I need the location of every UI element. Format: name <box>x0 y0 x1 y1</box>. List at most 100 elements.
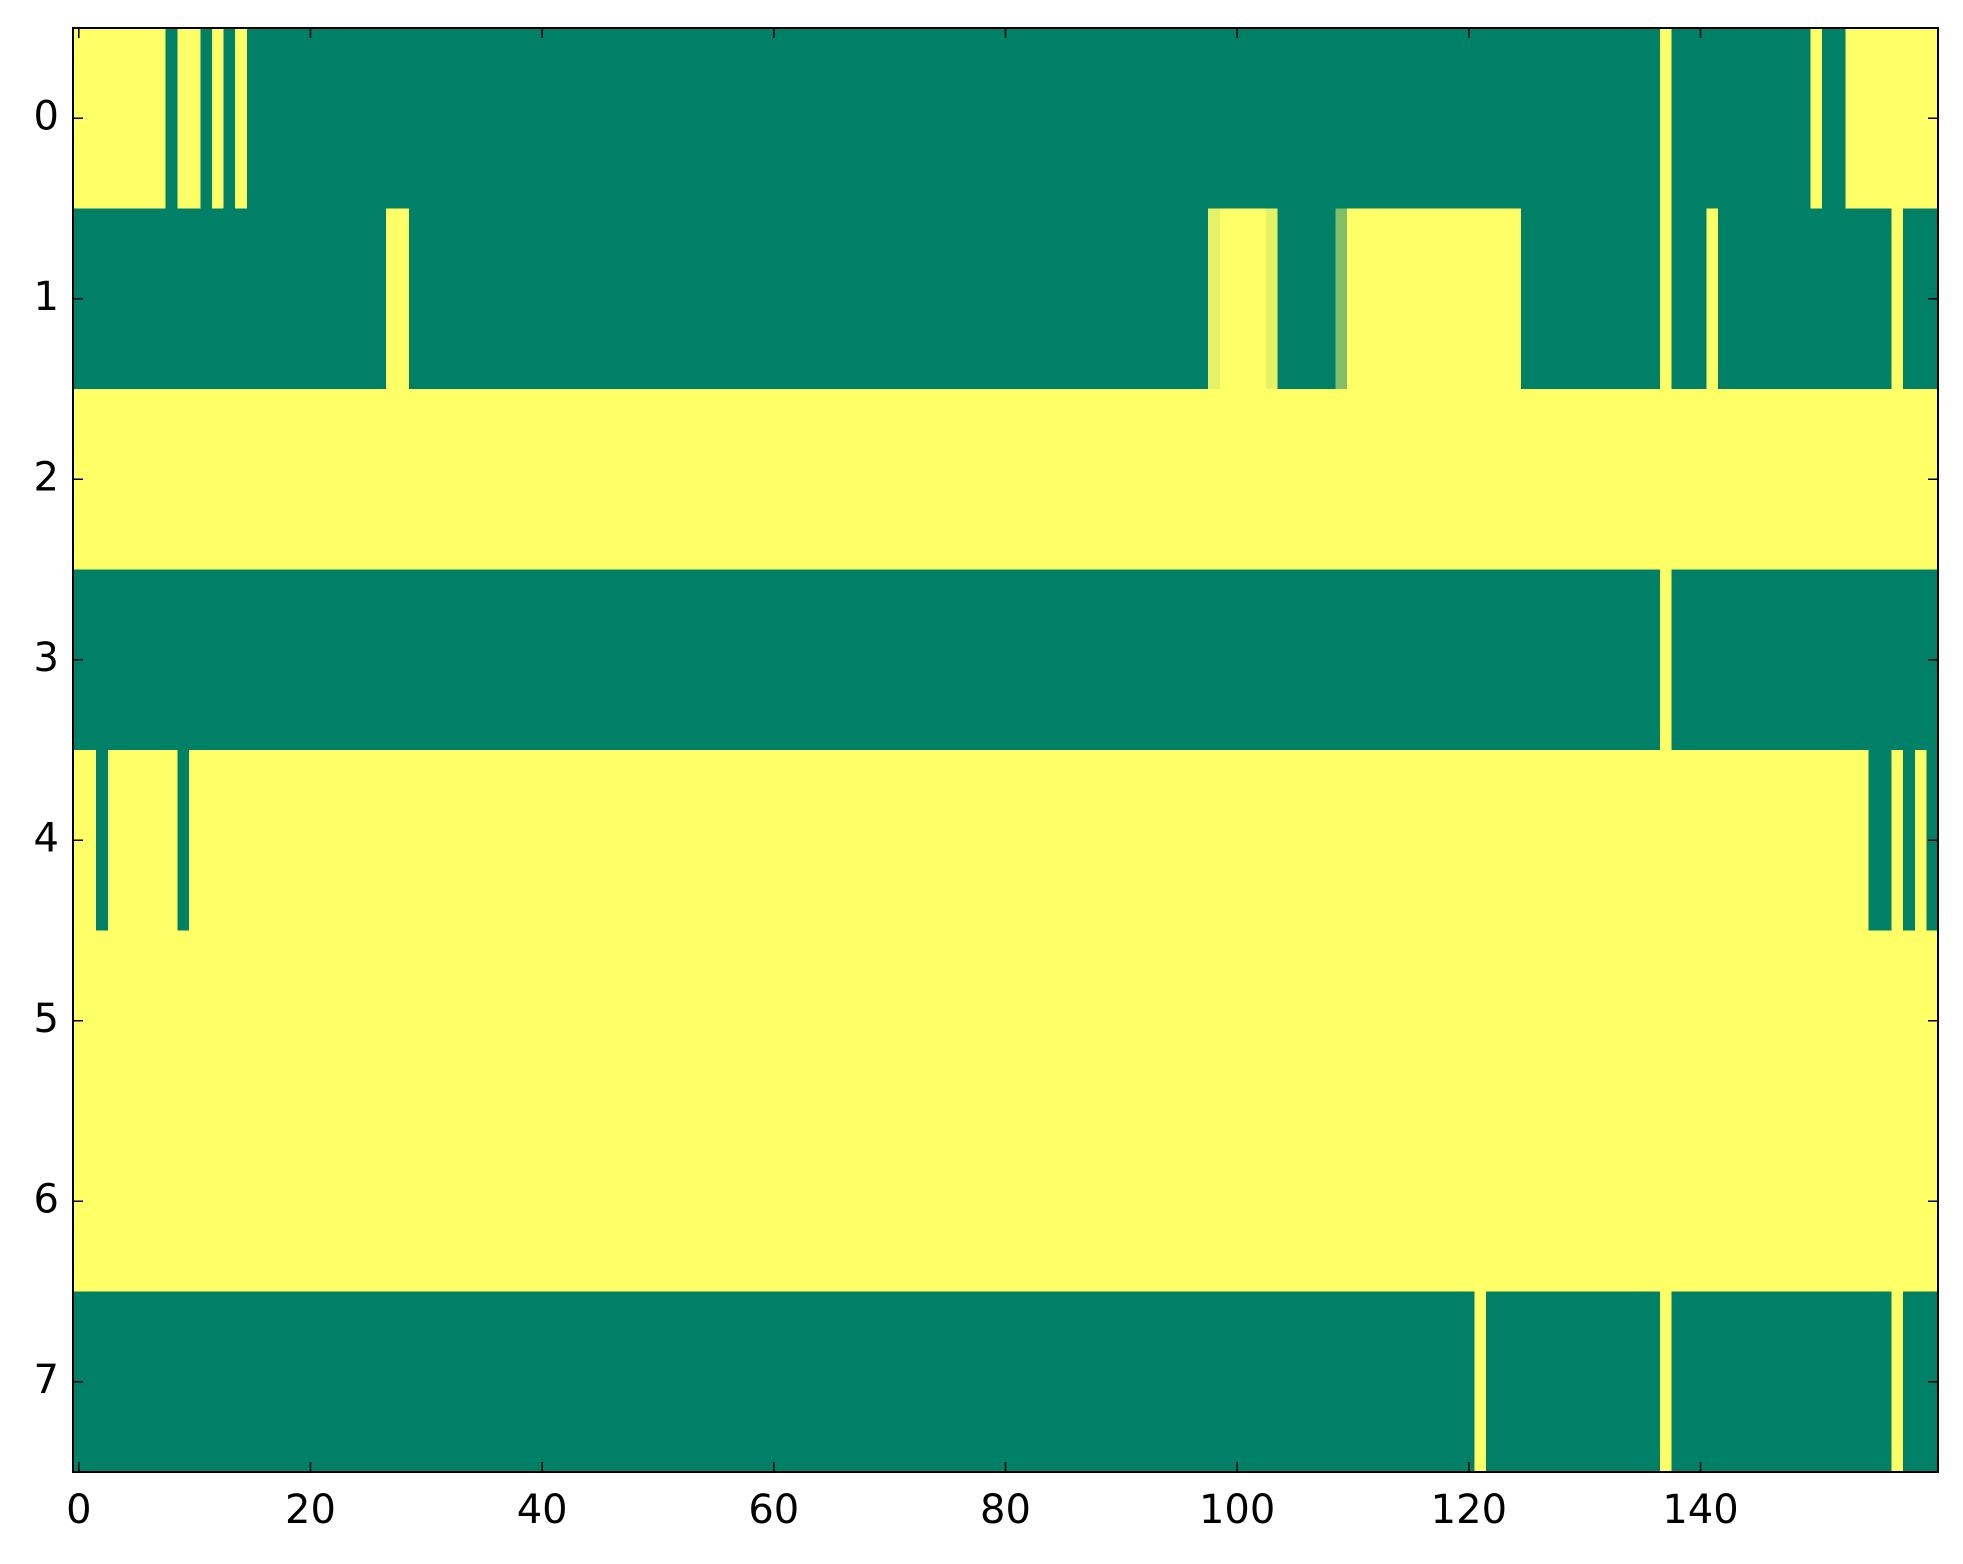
cell <box>895 750 908 931</box>
cell <box>1636 208 1650 389</box>
cell <box>559 930 572 1111</box>
cell <box>455 28 468 209</box>
cell <box>408 569 422 750</box>
cell <box>443 389 456 570</box>
cell <box>1312 569 1325 750</box>
cell <box>351 930 364 1111</box>
cell <box>907 930 920 1111</box>
cell <box>1752 1291 1765 1472</box>
cell <box>1810 389 1823 570</box>
cell <box>744 389 758 570</box>
cell <box>605 1291 619 1472</box>
cell <box>281 1291 294 1472</box>
cell <box>165 389 178 570</box>
cell <box>1833 1291 1846 1472</box>
cell <box>1289 569 1302 750</box>
cell <box>1277 569 1290 750</box>
cell <box>1659 1111 1673 1292</box>
cell <box>408 389 422 570</box>
cell <box>1439 389 1453 570</box>
cell <box>188 569 202 750</box>
cell <box>1057 569 1070 750</box>
cell <box>1880 28 1893 209</box>
cell <box>999 389 1012 570</box>
cell <box>849 930 862 1111</box>
cell <box>1555 750 1568 931</box>
cell <box>907 28 920 209</box>
cell <box>1671 569 1684 750</box>
cell <box>756 208 769 389</box>
cell <box>547 208 561 389</box>
cell <box>1880 389 1893 570</box>
cell <box>1602 208 1615 389</box>
cell <box>1185 1291 1198 1472</box>
cell <box>733 930 746 1111</box>
cell <box>246 750 259 931</box>
cell <box>1868 1291 1881 1472</box>
cell <box>895 930 908 1111</box>
cell <box>733 569 746 750</box>
cell <box>304 389 317 570</box>
cell <box>1439 28 1453 209</box>
cell <box>698 1111 711 1292</box>
cell <box>235 930 248 1111</box>
cell <box>1532 1111 1545 1292</box>
cell <box>1080 389 1093 570</box>
cell <box>964 1291 978 1472</box>
cell <box>663 569 676 750</box>
cell <box>1474 1291 1487 1472</box>
cell <box>1752 28 1765 209</box>
cell <box>652 1111 665 1292</box>
cell <box>1891 930 1904 1111</box>
cell <box>825 1111 839 1292</box>
cell <box>1845 930 1858 1111</box>
cell <box>953 1291 966 1472</box>
cell <box>1034 1111 1047 1292</box>
cell <box>1544 750 1557 931</box>
cell <box>1393 1111 1406 1292</box>
cell <box>1567 28 1580 209</box>
cell <box>791 389 804 570</box>
cell <box>304 28 317 209</box>
cell <box>1347 389 1360 570</box>
cell <box>1532 569 1545 750</box>
cell <box>420 389 433 570</box>
cell <box>814 750 827 931</box>
cell <box>96 930 109 1111</box>
cell <box>1196 208 1209 389</box>
cell <box>1150 28 1163 209</box>
cell <box>849 569 862 750</box>
cell <box>1497 389 1510 570</box>
cell <box>1775 208 1789 389</box>
cell <box>490 389 503 570</box>
cell <box>1219 1291 1232 1472</box>
cell <box>293 750 306 931</box>
cell <box>571 569 584 750</box>
cell <box>1798 569 1812 750</box>
cell <box>1231 1291 1244 1472</box>
cell <box>1567 1111 1580 1292</box>
cell <box>1208 1111 1221 1292</box>
cell <box>1312 930 1325 1111</box>
cell <box>223 750 236 931</box>
cell <box>96 569 109 750</box>
cell <box>1625 1291 1638 1472</box>
cell <box>1381 750 1395 931</box>
cell <box>397 1111 410 1292</box>
cell <box>1648 1291 1661 1472</box>
cell <box>1833 750 1846 931</box>
cell <box>1671 389 1684 570</box>
cell <box>1022 1111 1036 1292</box>
cell <box>1706 930 1719 1111</box>
cell <box>675 389 688 570</box>
cell <box>281 750 294 931</box>
cell <box>1717 750 1731 931</box>
cell <box>374 208 387 389</box>
cell <box>1115 28 1128 209</box>
cell <box>1300 930 1314 1111</box>
cell <box>779 389 792 570</box>
cell <box>1103 208 1117 389</box>
cell <box>964 1111 978 1292</box>
cell <box>686 750 700 931</box>
cell <box>397 28 410 209</box>
